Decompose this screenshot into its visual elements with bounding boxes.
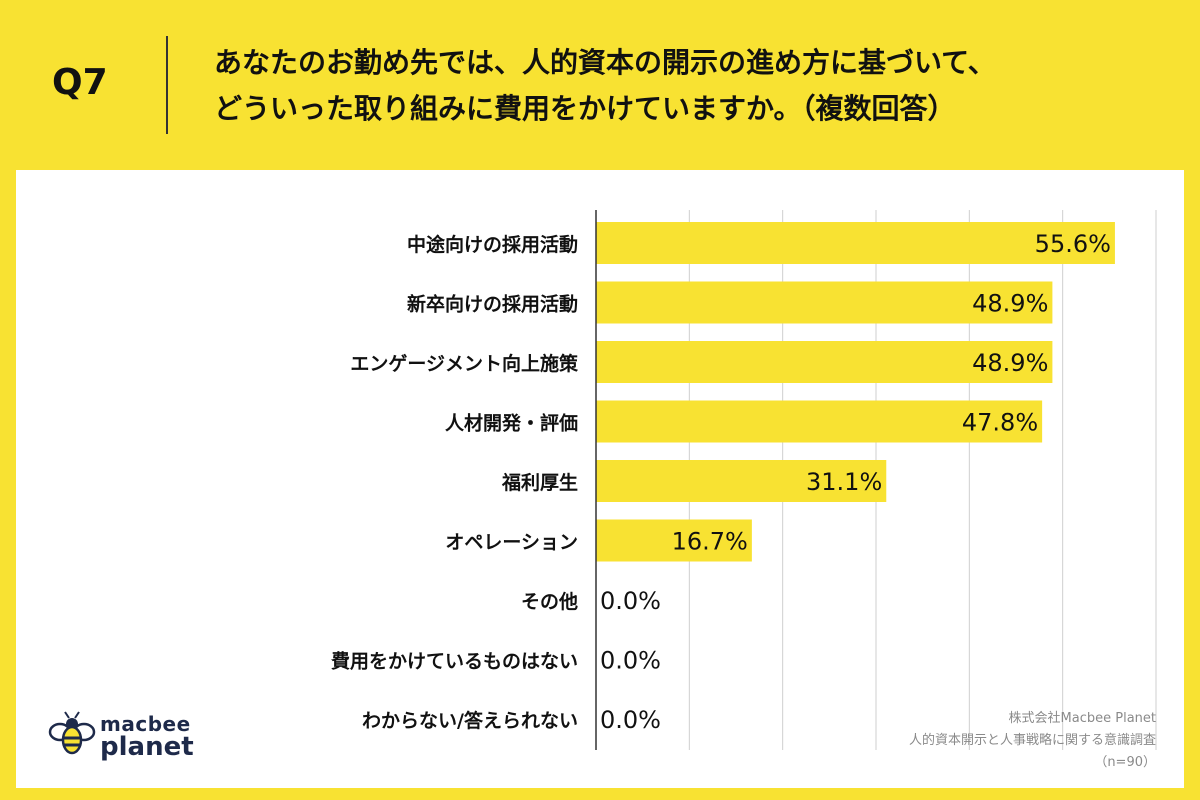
data-label: 0.0%	[600, 647, 661, 675]
category-label: 新卒向けの採用活動	[407, 293, 578, 316]
data-label: 48.9%	[972, 290, 1048, 318]
category-label: 費用をかけているものはない	[331, 650, 578, 673]
source-company: 株式会社Macbee Planet	[1008, 711, 1156, 726]
bar	[596, 519, 752, 562]
data-label: 0.0%	[600, 706, 661, 734]
category-label: 人材開発・評価	[445, 412, 578, 435]
bar	[596, 222, 1115, 264]
macbee-planet-logo: macbee planet	[48, 710, 208, 762]
bar	[596, 460, 887, 502]
category-label: わからない/答えられない	[362, 709, 578, 732]
bar	[596, 341, 1053, 383]
data-label: 0.0%	[600, 587, 661, 615]
question-line-1: あなたのお勤め先では、人的資本の開示の進め方に基づいて、	[214, 46, 996, 79]
source-survey: 人的資本開示と人事戦略に関する意識調査	[908, 733, 1156, 748]
bar	[596, 400, 1043, 443]
data-label: 16.7%	[672, 528, 748, 556]
question-text: あなたのお勤め先では、人的資本の開示の進め方に基づいて、 どういった取り組みに費…	[214, 40, 1174, 132]
question-line-2: どういった取り組みに費用をかけていますか。（複数回答）	[214, 92, 956, 125]
source-sample: （n=90）	[1094, 755, 1156, 770]
data-label: 47.8%	[962, 409, 1038, 437]
data-label: 55.6%	[1035, 230, 1111, 258]
logo-text-top: macbee	[100, 712, 191, 736]
data-label: 48.9%	[972, 349, 1048, 377]
category-label: エンゲージメント向上施策	[350, 352, 579, 375]
category-label: 福利厚生	[501, 471, 578, 494]
category-label: その他	[521, 590, 578, 613]
source-note: 株式会社Macbee Planet 人的資本開示と人事戦略に関する意識調査 （n…	[909, 708, 1156, 774]
category-label: オペレーション	[445, 532, 578, 554]
header: Q7 あなたのお勤め先では、人的資本の開示の進め方に基づいて、 どういった取り組…	[0, 0, 1200, 170]
bee-icon	[48, 711, 96, 755]
header-divider	[166, 36, 168, 134]
category-label: 中途向けの採用活動	[407, 233, 578, 256]
question-number: Q7	[52, 62, 108, 103]
logo-text-bottom: planet	[100, 732, 194, 762]
data-label: 31.1%	[806, 468, 882, 496]
bar	[596, 281, 1053, 324]
